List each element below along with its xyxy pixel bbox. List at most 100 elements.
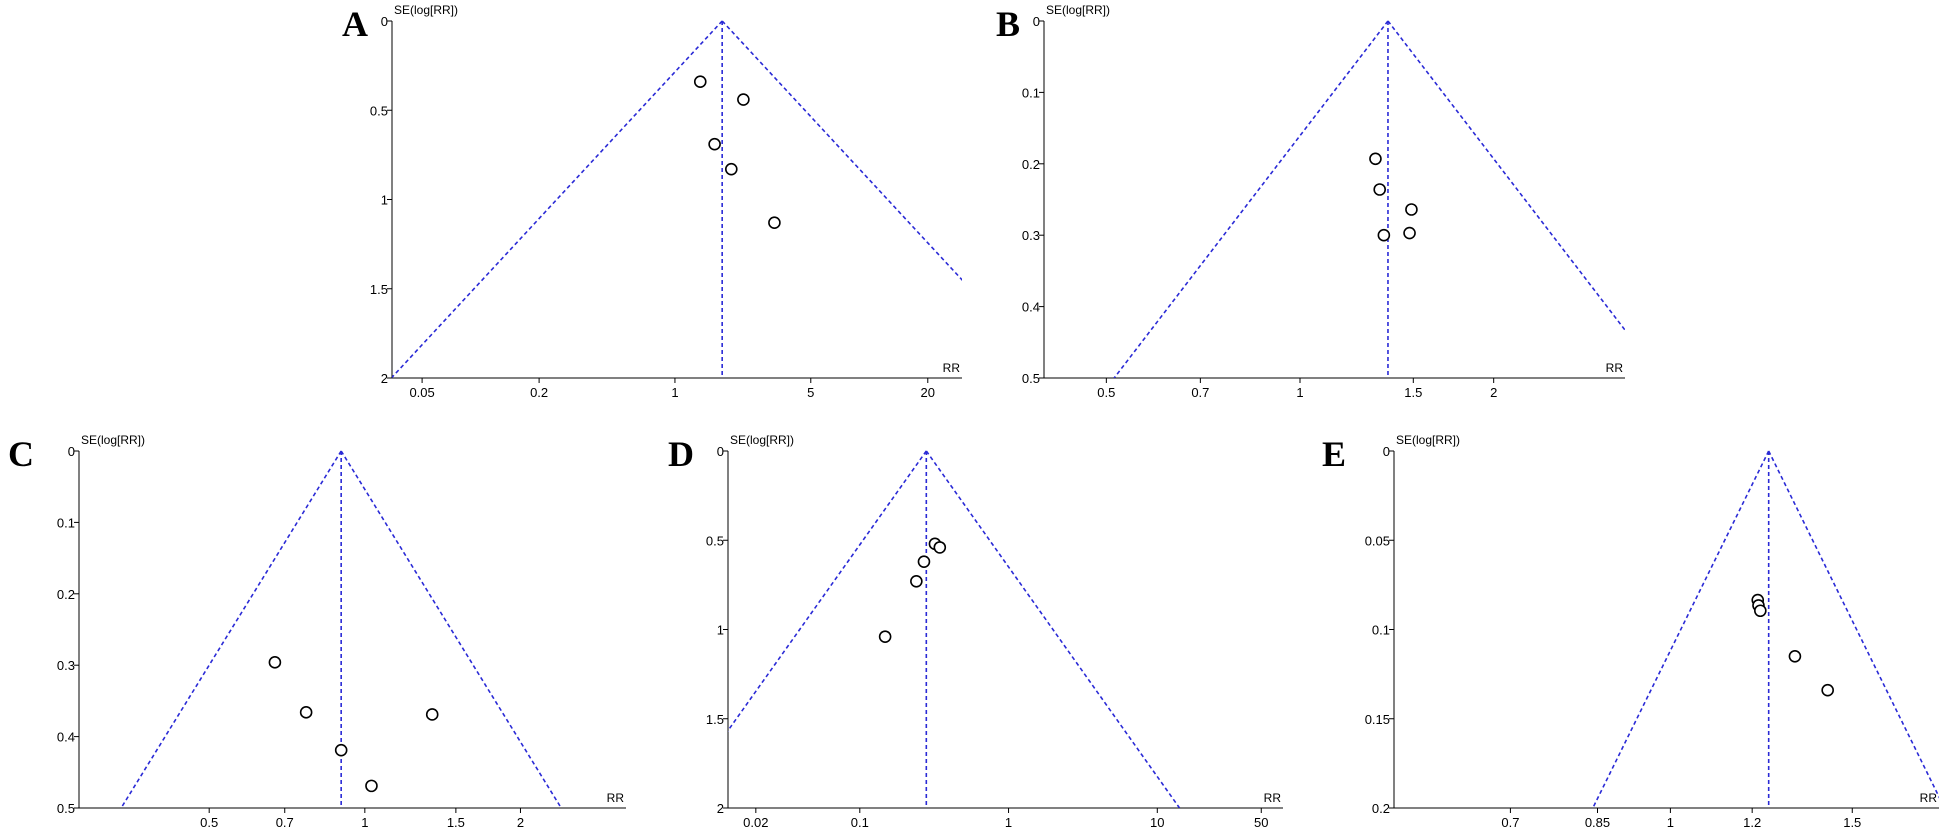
panel-letter-c: C	[8, 434, 34, 474]
study-point	[725, 162, 738, 176]
y-tick-label: 0.1	[1022, 85, 1040, 100]
y-tick-label: 2	[717, 801, 724, 816]
funnel-right-limit	[340, 450, 562, 808]
x-tick-label: 0.7	[1501, 815, 1519, 830]
y-axis-title: SE(log[RR])	[730, 433, 794, 447]
funnel-panel-b: B SE(log[RR]) RR 0 0.1 0.2 0.3 0.4 0.5 0.5 0.7 1 1.5…	[996, 3, 1625, 400]
x-tick-label: 1.5	[1843, 815, 1861, 830]
x-axis-title: RR	[943, 361, 961, 375]
funnel-left-limit	[1113, 20, 1389, 378]
study-point	[1821, 683, 1834, 697]
study-point	[708, 137, 721, 151]
funnel-right-limit	[721, 20, 962, 281]
y-tick-label: 0.1	[57, 515, 75, 530]
panel-letter-d: D	[668, 434, 694, 474]
x-tick-label: 1.5	[1404, 385, 1422, 400]
panel-letter-e: E	[1322, 434, 1346, 474]
study-point	[1377, 228, 1391, 242]
study-point	[917, 555, 931, 568]
y-tick-label: 0.05	[1365, 533, 1390, 548]
y-tick-label: 0.1	[1372, 623, 1390, 638]
x-tick-label: 1	[1667, 815, 1674, 830]
x-axis-title: RR	[1920, 791, 1938, 805]
y-axis-title: SE(log[RR])	[1046, 3, 1110, 17]
y-tick-label: 0.5	[57, 801, 75, 816]
y-tick-label: 1.5	[370, 282, 388, 297]
study-point	[1403, 226, 1416, 240]
x-tick-label: 10	[1150, 815, 1164, 830]
x-axis-title: RR	[607, 791, 625, 805]
y-tick-label: 0.15	[1365, 712, 1390, 727]
x-tick-label: 0.5	[200, 815, 218, 830]
y-tick-label: 0	[1383, 444, 1390, 459]
y-axis-title: SE(log[RR])	[394, 3, 458, 17]
x-tick-label: 0.85	[1585, 815, 1610, 830]
y-tick-label: 2	[381, 371, 388, 386]
study-point	[693, 75, 707, 88]
study-point	[425, 708, 439, 721]
y-tick-label: 0	[1033, 14, 1040, 29]
study-point	[334, 743, 348, 757]
x-tick-label: 0.7	[1191, 385, 1209, 400]
study-point	[878, 630, 892, 643]
x-tick-label: 50	[1254, 815, 1268, 830]
funnel-left-limit	[120, 450, 342, 808]
x-tick-label: 0.7	[276, 815, 294, 830]
y-tick-label: 0.5	[370, 103, 388, 118]
study-point	[268, 656, 282, 669]
funnel-panel-c: C SE(log[RR]) RR 0 0.1 0.2 0.3 0.4 0.5 0.5 0.7 1 1.5…	[8, 433, 626, 830]
x-tick-label: 0.1	[851, 815, 869, 830]
x-tick-label: 5	[807, 385, 814, 400]
x-axis-title: RR	[1606, 361, 1624, 375]
x-tick-label: 1.5	[447, 815, 465, 830]
study-point	[1788, 649, 1802, 663]
x-tick-label: 1	[361, 815, 368, 830]
x-tick-label: 0.5	[1097, 385, 1115, 400]
funnel-left-limit	[728, 450, 927, 732]
x-tick-label: 0.02	[743, 815, 768, 830]
study-point	[1754, 604, 1767, 618]
y-tick-label: 0	[381, 14, 388, 29]
y-axis-title: SE(log[RR])	[1396, 433, 1460, 447]
funnel-panel-a: A SE(log[RR]) RR 0 0.5 1 1.5 2 0.05 0.2 1 5 20	[342, 3, 962, 400]
study-point	[933, 541, 947, 554]
x-tick-label: 0.05	[409, 385, 434, 400]
x-tick-label: 1	[671, 385, 678, 400]
y-tick-label: 1.5	[706, 712, 724, 727]
y-tick-label: 0.5	[1022, 371, 1040, 386]
x-tick-label: 20	[921, 385, 935, 400]
panel-letter-a: A	[342, 4, 368, 44]
panel-letter-b: B	[996, 4, 1020, 44]
y-tick-label: 0.2	[1372, 801, 1390, 816]
y-tick-label: 0.2	[1022, 157, 1040, 172]
funnel-left-limit	[1592, 450, 1770, 808]
study-point	[737, 93, 750, 106]
y-tick-label: 0.2	[57, 587, 75, 602]
y-tick-label: 1	[381, 193, 388, 208]
x-tick-label: 2	[1490, 385, 1497, 400]
y-tick-label: 0.3	[1022, 228, 1040, 243]
study-point	[1405, 203, 1418, 216]
funnel-panel-d: D SE(log[RR]) RR 0 0.5 1 1.5 2 0.02 0.1 1 10 50	[668, 433, 1283, 830]
y-tick-label: 0.5	[706, 533, 724, 548]
funnel-right-limit	[925, 450, 1181, 808]
y-axis-title: SE(log[RR])	[81, 433, 145, 447]
x-tick-label: 2	[517, 815, 524, 830]
x-tick-label: 0.2	[530, 385, 548, 400]
study-point	[1373, 183, 1386, 196]
study-point	[910, 575, 923, 588]
study-point	[299, 706, 313, 719]
x-tick-label: 1.2	[1743, 815, 1761, 830]
funnel-right-limit	[1387, 20, 1625, 332]
x-axis-title: RR	[1264, 791, 1282, 805]
x-tick-label: 1	[1296, 385, 1303, 400]
y-tick-label: 0.3	[57, 658, 75, 673]
y-tick-label: 0.4	[1022, 300, 1040, 315]
study-point	[1369, 152, 1382, 166]
y-tick-label: 0	[68, 444, 75, 459]
y-tick-label: 1	[717, 623, 724, 638]
study-point	[768, 216, 781, 230]
funnel-right-limit	[1767, 450, 1939, 799]
funnel-panel-e: E SE(log[RR]) RR 0 0.05 0.1 0.15 0.2 0.7 0.85 1 1.2…	[1322, 433, 1939, 830]
